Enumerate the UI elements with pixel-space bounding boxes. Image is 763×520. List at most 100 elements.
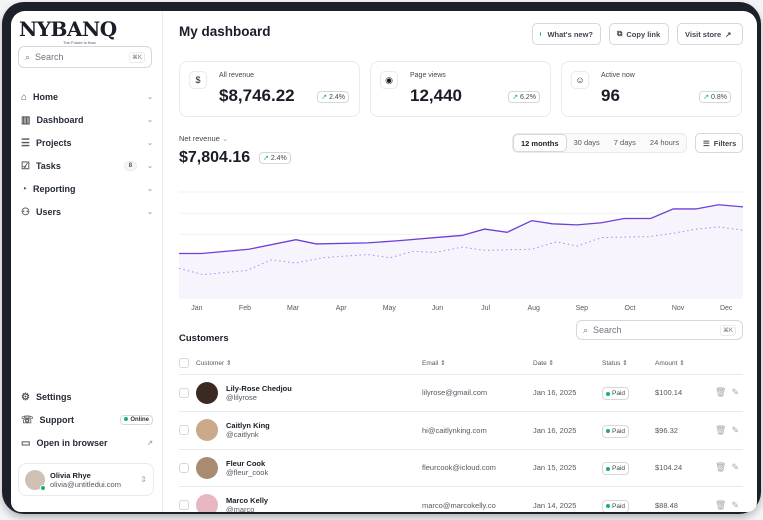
x-tick-label: Dec [720, 305, 733, 312]
sidebar-item-tasks[interactable]: ☑ Tasks 8 ⌄ [21, 160, 153, 172]
range-tab[interactable]: 7 days [613, 138, 636, 147]
table-row: Marco Kelly @marco marco@marcokelly.co Jan … [179, 486, 743, 512]
column-header[interactable]: Email ⇕ [422, 352, 533, 375]
stat-card-1: ◉ Page views 12,440 ↗ 6.2% [370, 61, 551, 117]
edit-icon[interactable]: ✎ [731, 499, 739, 510]
sidebar-item-reporting[interactable]: ◔ Reporting ⌄ [21, 183, 153, 195]
sidebar-item-home[interactable]: ⌂ Home ⌄ [21, 91, 153, 103]
edit-icon[interactable]: ✎ [731, 462, 739, 473]
x-tick-label: Aug [527, 305, 540, 312]
sidebar-item-projects[interactable]: ☰ Projects ⌄ [21, 137, 153, 149]
net-revenue-dropdown[interactable]: Net revenue ⌄ [179, 134, 229, 143]
copy-icon: ⧉ [617, 29, 623, 38]
series-line-solid [179, 204, 744, 255]
status-badge: Paid [602, 387, 630, 401]
x-tick-label: Oct [625, 305, 636, 312]
sidebar-item-support[interactable]: ☏ Support Online [11, 410, 163, 430]
gear-icon: ⚙ [21, 391, 30, 403]
column-header[interactable]: Status ⇕ [602, 352, 655, 375]
external-link-icon: ↗ [147, 440, 153, 447]
user-circle-icon: ☺ [571, 71, 589, 89]
trash-icon[interactable]: 🗑 [715, 499, 727, 510]
chevron-down-icon: ⌄ [147, 117, 153, 124]
sidebar-search[interactable]: ⌕ Search ⌘K [18, 46, 152, 68]
search-placeholder: Search [35, 52, 64, 62]
user-email: olivia@untitledui.com [50, 479, 121, 489]
user-name: Olivia Rhye [50, 470, 91, 480]
main: My dashboard What's new? ⧉ Copy link Visi… [179, 11, 757, 512]
filter-icon: ☰ [703, 138, 710, 148]
sidebar-item-users[interactable]: ⚇ Users ⌄ [21, 206, 153, 218]
status-badge: Paid [602, 499, 630, 512]
pie-chart-icon: ◔ [21, 183, 28, 195]
series-line-dotted [179, 226, 744, 276]
range-tab[interactable]: 24 hours [649, 138, 680, 147]
x-tick-label: Jun [432, 305, 443, 312]
sidebar-item-browser[interactable]: ▭ Open in browser ↗ [21, 437, 153, 449]
area-fill [179, 204, 743, 298]
layers-icon: ☰ [21, 137, 30, 149]
status-badge: Paid [602, 424, 630, 438]
customers-search[interactable]: ⌕ Search ⌘K [576, 320, 743, 340]
whats-new-button[interactable]: What's new? [532, 23, 601, 45]
column-header[interactable]: Customer ⇕ [196, 352, 422, 375]
x-tick-label: Jul [481, 305, 490, 312]
trash-icon[interactable]: 🗑 [715, 424, 727, 435]
row-checkbox[interactable] [179, 462, 189, 473]
change-badge: ↗ 0.8% [699, 91, 731, 103]
row-checkbox[interactable] [179, 425, 189, 436]
trash-icon[interactable]: 🗑 [715, 462, 727, 473]
edit-icon[interactable]: ✎ [731, 424, 739, 435]
search-icon: ⌕ [25, 51, 31, 62]
search-icon: ⌕ [583, 324, 589, 335]
copy-link-button[interactable]: ⧉ Copy link [609, 23, 669, 45]
avatar [196, 456, 218, 479]
chevron-down-icon: ⌄ [221, 134, 229, 143]
avatar [25, 469, 46, 491]
x-tick-label: Sep [576, 305, 589, 312]
edit-icon[interactable]: ✎ [731, 387, 739, 398]
shortcut: ⌘K [128, 51, 145, 63]
status-badge: Paid [602, 462, 630, 476]
avatar [196, 419, 218, 442]
dollar-icon: $ [189, 71, 207, 89]
chevron-down-icon: ⌄ [147, 140, 153, 147]
sidebar-item-dashboard[interactable]: ▥ Dashboard ⌄ [21, 114, 153, 126]
range-tab[interactable]: 12 months [513, 134, 567, 152]
trash-icon[interactable]: 🗑 [715, 387, 727, 398]
sidebar-item-gear[interactable]: ⚙ Settings [21, 391, 72, 403]
x-tick-label: Nov [672, 305, 685, 312]
select-all-checkbox[interactable] [179, 357, 189, 368]
tasks-count-badge: 8 [123, 161, 138, 171]
x-tick-label: May [383, 305, 397, 312]
logo-tagline: The Future is Now [63, 40, 96, 45]
row-checkbox[interactable] [179, 387, 189, 398]
online-badge: Online [120, 415, 153, 425]
x-tick-label: Jan [191, 305, 202, 312]
sidebar: NYBANQ The Future is Now ⌕ Search ⌘K ⌂ Home… [11, 11, 163, 512]
support-icon: ☏ [21, 414, 34, 426]
screen: NYBANQ The Future is Now ⌕ Search ⌘K ⌂ Home… [11, 11, 757, 512]
customers-table: Customer ⇕ Email ⇕ Date ⇕ Status ⇕ Amount ⇕ L… [179, 352, 743, 512]
chevron-down-icon: ⌄ [147, 94, 153, 101]
range-selector: 12 months 30 days 7 days 24 hours [512, 133, 688, 153]
column-header[interactable]: Amount ⇕ [655, 352, 715, 375]
change-badge: ↗ 2.4% [317, 91, 349, 103]
filters-button[interactable]: ☰ Filters [695, 133, 743, 153]
device-frame: NYBANQ The Future is Now ⌕ Search ⌘K ⌂ Home… [2, 2, 761, 514]
net-revenue-value: $7,804.16 [179, 149, 251, 166]
bar-chart-icon: ▥ [21, 114, 31, 126]
customers-title: Customers [179, 333, 229, 344]
stat-card-2: ☺ Active now 96 ↗ 0.8% [561, 61, 742, 117]
logo: NYBANQ [19, 17, 117, 41]
eye-icon: ◉ [380, 71, 398, 89]
range-tab[interactable]: 30 days [573, 138, 600, 147]
visit-store-button[interactable]: Visit store ↗ [677, 23, 743, 45]
user-account[interactable]: Olivia Rhye olivia@untitledui.com ⇕ [18, 463, 154, 496]
x-tick-label: Mar [287, 305, 300, 312]
column-header[interactable]: Date ⇕ [533, 352, 602, 375]
chevron-selector-icon: ⇕ [140, 475, 147, 484]
table-row: Lily-Rose Chedjou @lilyrose lilyrose@gmail… [179, 374, 743, 412]
revenue-chart: Jan Feb Mar Apr May Jun Jul Aug Sep Oct Nov Dec [179, 191, 744, 312]
row-checkbox[interactable] [179, 500, 189, 511]
